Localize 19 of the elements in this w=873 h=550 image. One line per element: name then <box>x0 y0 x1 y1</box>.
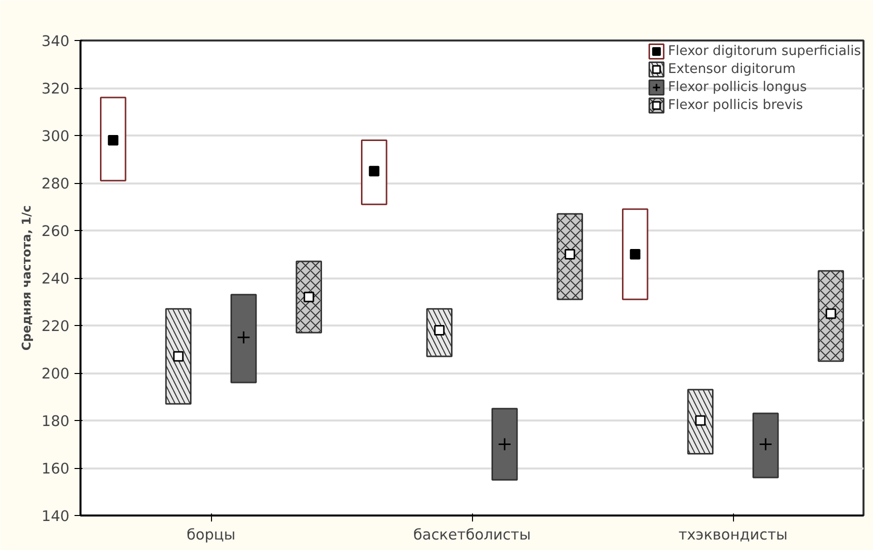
y-tick-label: 200 <box>42 366 70 382</box>
x-tick-label: баскетболисты <box>413 526 531 544</box>
legend-label: Flexor pollicis longus <box>668 80 807 94</box>
legend-label: Extensor digitorum <box>668 62 796 76</box>
y-tick-label: 180 <box>42 413 70 430</box>
x-tick-label: тхэквондисты <box>678 526 788 544</box>
x-tick-label: борцы <box>186 526 236 544</box>
legend-label: Flexor pollicis brevis <box>668 98 803 112</box>
y-tick-label: 340 <box>42 33 70 50</box>
y-tick-label: 260 <box>42 223 70 240</box>
y-tick-label: 320 <box>42 80 70 98</box>
y-tick-label: 300 <box>42 128 70 145</box>
y-tick-label: 220 <box>42 318 70 335</box>
y-tick-label: 240 <box>42 270 70 288</box>
y-tick-label: 160 <box>42 460 70 478</box>
legend-label: Flexor digitorum superficialis <box>668 44 861 58</box>
y-tick-label: 140 <box>42 508 70 525</box>
y-tick-label: 280 <box>42 176 70 192</box>
y-axis-title: Средняя частота, 1/с <box>20 205 34 351</box>
